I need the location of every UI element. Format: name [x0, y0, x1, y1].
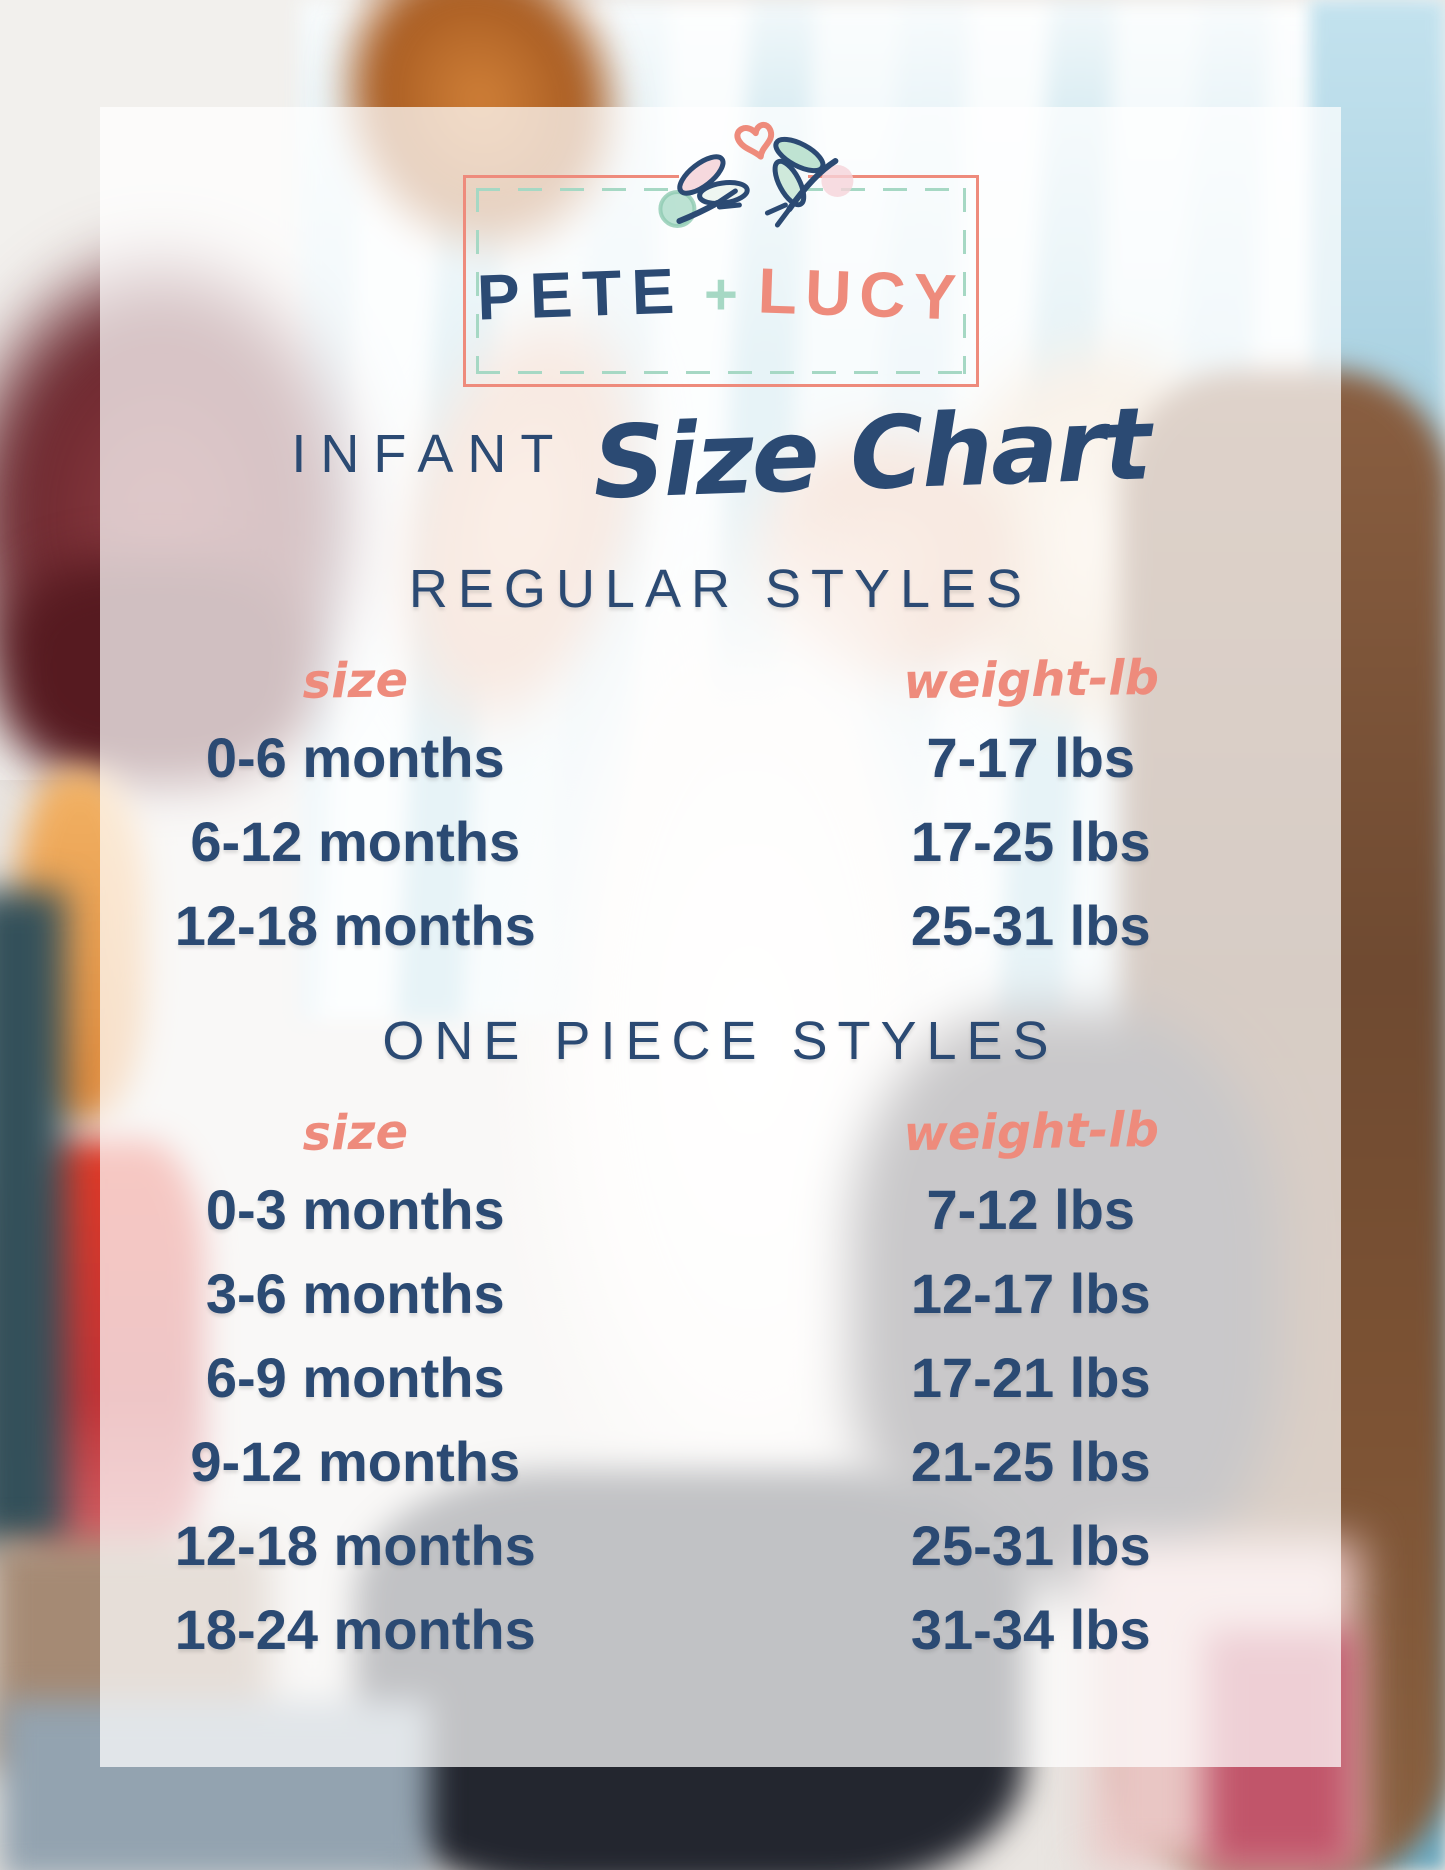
logo-dashed-border: [475, 188, 966, 374]
weight-value: 25-31 lbs: [910, 1514, 1151, 1577]
size-value: 0-6 months: [205, 726, 505, 789]
table-row: 0-6 months 7-17 lbs: [100, 716, 1341, 800]
title-prefix: INFANT: [291, 423, 568, 484]
logo-border: [462, 175, 466, 387]
brand-wordmark: PETE + LUCY: [463, 175, 979, 387]
weight-value: 7-17 lbs: [926, 726, 1136, 789]
size-value: 3-6 months: [205, 1262, 505, 1325]
size-value: 6-9 months: [205, 1346, 505, 1409]
table-row: 12-18 months 25-31 lbs: [100, 884, 1341, 968]
size-value: 12-18 months: [174, 894, 536, 957]
heart-icon: [734, 121, 774, 160]
overlay-panel: PETE + LUCY INFANT Size Chart REGULAR ST…: [100, 107, 1341, 1767]
weight-column-header: weight-lb: [902, 649, 1160, 711]
bg-rack-teal-strip: [0, 890, 65, 1550]
size-value: 18-24 months: [174, 1598, 536, 1661]
table-row: 12-18 months 25-31 lbs: [100, 1504, 1341, 1588]
weight-column-header: weight-lb: [902, 1101, 1160, 1163]
table-row: 9-12 months 21-25 lbs: [100, 1420, 1341, 1504]
firefly-icon: [657, 154, 750, 228]
one-piece-styles-table: size weight-lb 0-3 months 7-12 lbs 3-6 m…: [100, 1072, 1341, 1672]
brand-plus-sign: +: [704, 261, 738, 327]
logo-border: [462, 175, 680, 178]
logo-border: [808, 175, 979, 178]
logo-dash: [798, 188, 966, 191]
weight-value: 25-31 lbs: [910, 894, 1151, 957]
page-title: INFANT Size Chart: [291, 385, 1151, 521]
logo-border: [462, 384, 979, 387]
brand-name-pete: PETE: [475, 254, 686, 334]
logo-dash: [475, 188, 479, 374]
table-rows: 0-6 months 7-17 lbs 6-12 months 17-25 lb…: [100, 716, 1341, 968]
column-headers: size weight-lb: [100, 1102, 1341, 1162]
weight-value: 7-12 lbs: [926, 1178, 1136, 1241]
firefly-doodle-cluster: [657, 121, 853, 228]
table-rows: 0-3 months 7-12 lbs 3-6 months 12-17 lbs…: [100, 1168, 1341, 1672]
weight-value: 31-34 lbs: [910, 1598, 1151, 1661]
weight-value: 12-17 lbs: [910, 1262, 1151, 1325]
logo-dash: [475, 371, 966, 374]
table-row: 18-24 months 31-34 lbs: [100, 1588, 1341, 1672]
size-value: 12-18 months: [174, 1514, 536, 1577]
brand-name-lucy: LUCY: [756, 254, 966, 334]
table-row: 6-9 months 17-21 lbs: [100, 1336, 1341, 1420]
regular-styles-table: size weight-lb 0-6 months 7-17 lbs 6-12 …: [100, 620, 1341, 968]
size-value: 0-3 months: [205, 1178, 505, 1241]
size-column-header: size: [302, 652, 409, 710]
section-heading-one-piece: ONE PIECE STYLES: [382, 1011, 1059, 1071]
table-row: 6-12 months 17-25 lbs: [100, 800, 1341, 884]
table-row: 3-6 months 12-17 lbs: [100, 1252, 1341, 1336]
weight-value: 17-25 lbs: [910, 810, 1151, 873]
weight-value: 21-25 lbs: [910, 1430, 1151, 1493]
size-value: 9-12 months: [190, 1430, 521, 1493]
column-headers: size weight-lb: [100, 650, 1341, 710]
size-value: 6-12 months: [190, 810, 521, 873]
logo-dash: [475, 188, 672, 191]
logo-border: [975, 175, 979, 387]
size-column-header: size: [302, 1104, 409, 1162]
table-row: 0-3 months 7-12 lbs: [100, 1168, 1341, 1252]
brand-logo: PETE + LUCY: [462, 121, 979, 387]
title-script: Size Chart: [591, 385, 1152, 522]
firefly-icon: [764, 136, 853, 228]
weight-value: 17-21 lbs: [910, 1346, 1151, 1409]
logo-dash: [962, 188, 966, 374]
section-heading-regular: REGULAR STYLES: [408, 559, 1033, 619]
